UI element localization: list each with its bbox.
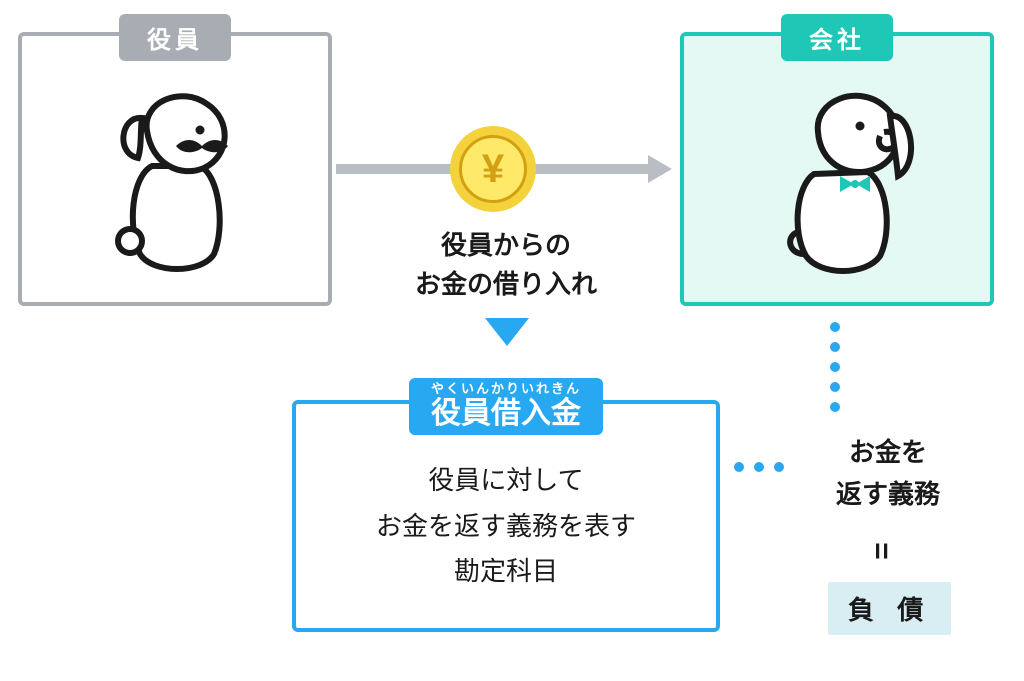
obligation-line1: お金を — [798, 432, 978, 474]
company-panel: 会社 — [680, 32, 994, 306]
flow-line2: お金の借り入れ — [346, 265, 666, 304]
term-ruby: やくいんかりいれきん — [431, 382, 581, 396]
term-body-line2: お金を返す義務を表す — [296, 504, 716, 550]
liability-tag: 負 債 — [828, 582, 951, 635]
term-box: やくいんかりいれきん 役員借入金 役員に対して お金を返す義務を表す 勘定科目 — [292, 400, 720, 632]
flow-line1: 役員からの — [346, 226, 666, 265]
term-body: 役員に対して お金を返す義務を表す 勘定科目 — [296, 458, 716, 595]
term-label-text: 役員借入金 — [431, 397, 581, 430]
dots-vertical — [830, 322, 840, 412]
officer-label: 役員 — [119, 14, 231, 61]
equals-icon: = — [864, 542, 898, 560]
term-label: やくいんかりいれきん 役員借入金 — [409, 378, 603, 435]
officer-mascot — [92, 76, 252, 276]
obligation-line2: 返す義務 — [798, 474, 978, 516]
officer-panel: 役員 — [18, 32, 332, 306]
yen-coin-icon: ¥ — [450, 126, 536, 212]
dots-horizontal — [734, 462, 784, 472]
obligation-text: お金を 返す義務 — [798, 432, 978, 515]
yen-symbol: ¥ — [482, 147, 504, 192]
company-label: 会社 — [781, 14, 893, 61]
term-body-line3: 勘定科目 — [296, 549, 716, 595]
flow-arrow-head — [648, 155, 672, 183]
down-triangle-icon — [485, 318, 529, 346]
flow-description: 役員からの お金の借り入れ — [346, 226, 666, 304]
term-body-line1: 役員に対して — [296, 458, 716, 504]
company-mascot — [762, 76, 922, 276]
